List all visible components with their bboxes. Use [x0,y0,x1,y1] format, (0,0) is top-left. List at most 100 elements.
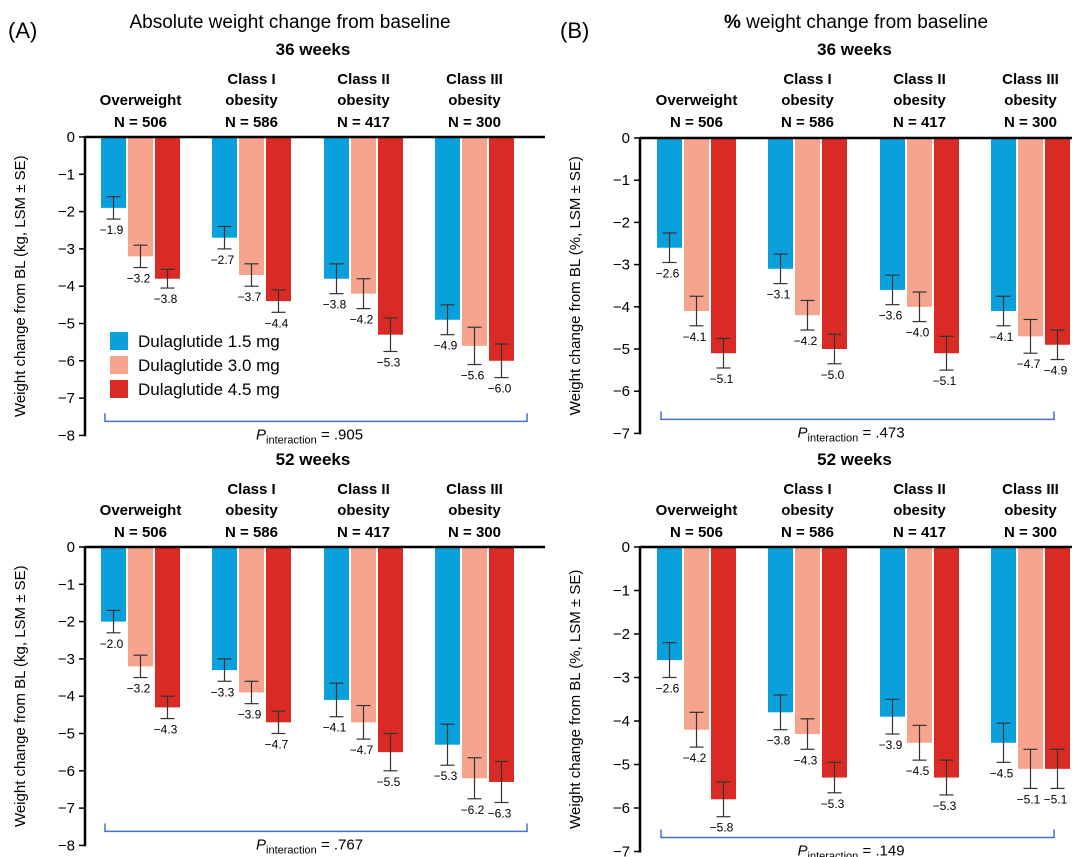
data-label: −5.1 [1044,792,1068,806]
group-label-line2: obesity [893,92,946,109]
group-n-label: N = 300 [448,524,501,541]
bar [212,137,237,238]
data-label: −2.6 [656,266,680,280]
bar [684,138,709,312]
group-label-line1: Class II [893,481,946,498]
bar [711,138,736,354]
group-label-line1: Class II [337,71,390,88]
data-label: −5.3 [933,799,957,813]
bar [711,547,736,800]
bar [795,547,820,735]
data-label: −5.1 [710,372,734,386]
data-label: −4.2 [794,334,818,348]
bar [212,547,237,671]
group-label-line1: Class II [893,71,946,88]
y-tick-label: 0 [67,129,75,146]
group-label-line1: Class I [227,71,275,88]
y-tick-label: −2 [58,204,75,221]
time-label: 52 weeks [276,450,351,469]
bar [657,138,682,248]
p-interaction: Pinteraction = .473 [798,424,905,444]
panel-a-letter: (A) [8,18,37,43]
group-label-line1: Class I [783,71,831,88]
interaction-bracket [660,829,1055,839]
data-label: −3.8 [767,734,791,748]
bar [1018,547,1043,769]
group-label-line1: Class I [227,481,275,498]
data-label: −4.5 [990,766,1014,780]
y-tick-label: −7 [613,844,630,857]
data-label: −6.0 [488,382,512,396]
bar [822,547,847,778]
bar [1045,547,1070,769]
y-tick-label: −1 [613,583,630,600]
bar [1045,138,1070,345]
group-label-line2: obesity [781,92,834,109]
y-tick-label: −8 [58,427,75,444]
data-label: −5.1 [933,374,957,388]
bar [880,138,905,290]
y-tick-label: −8 [58,837,75,854]
bar [378,547,403,753]
group-n-label: N = 506 [114,524,167,541]
bar [991,138,1016,312]
y-tick-label: 0 [622,130,630,147]
bar [155,547,180,708]
y-tick-label: −4 [58,278,75,295]
group-n-label: N = 506 [670,114,723,131]
group-n-label: N = 300 [1004,114,1057,131]
group-n-label: N = 586 [225,524,278,541]
data-label: −3.8 [154,292,178,306]
bar [435,547,460,745]
data-label: −4.2 [683,751,707,765]
time-label: 36 weeks [276,40,351,59]
y-tick-label: −2 [58,614,75,631]
chart-B52: 52 weeks Overweight N = 506 Class I obesity N… [567,450,1072,857]
y-tick-label: −5 [58,726,75,743]
y-tick-label: −6 [613,800,630,817]
data-label: −4.1 [990,330,1014,344]
y-tick-label: −3 [58,241,75,258]
bar [657,547,682,661]
data-label: −4.7 [350,743,374,757]
group-label-line1: Class III [1002,71,1059,88]
group-label-line1: Class I [783,481,831,498]
data-label: −2.6 [656,682,680,696]
data-label: −4.9 [1044,364,1068,378]
data-label: −4.7 [265,738,289,752]
bar [462,547,487,779]
data-label: −4.9 [434,339,458,353]
time-label: 52 weeks [817,450,892,469]
panel-b-title: % weight change from baseline [724,12,988,33]
group-label-line2: Overweight [100,92,182,109]
y-tick-label: −5 [613,757,630,774]
group-n-label: N = 586 [781,114,834,131]
data-label: −5.1 [1017,792,1041,806]
group-label-line2: obesity [781,502,834,519]
data-label: −3.1 [767,288,791,302]
group-n-label: N = 300 [448,114,501,131]
bar [378,137,403,335]
interaction-bracket [104,823,528,833]
y-tick-label: −1 [613,172,630,189]
bar [324,547,349,700]
group-n-label: N = 300 [1004,524,1057,541]
legend-swatch-3-0mg [110,356,128,374]
y-tick-label: −4 [613,713,630,730]
data-label: −6.3 [488,807,512,821]
bar [239,137,264,276]
bar [101,547,126,622]
data-label: −3.2 [127,272,151,286]
group-label-line2: obesity [225,502,278,519]
data-label: −4.0 [906,326,930,340]
data-label: −1.9 [100,223,124,237]
chart-B36: 36 weeks Overweight N = 506 Class I obesity N… [567,40,1072,444]
group-label-line2: Overweight [656,502,738,519]
y-tick-label: −7 [58,800,75,817]
group-label-line2: Overweight [656,92,738,109]
group-label-line2: obesity [448,502,501,519]
group-label-line1: Class II [337,481,390,498]
bar [128,547,153,667]
group-label-line2: obesity [1004,502,1057,519]
